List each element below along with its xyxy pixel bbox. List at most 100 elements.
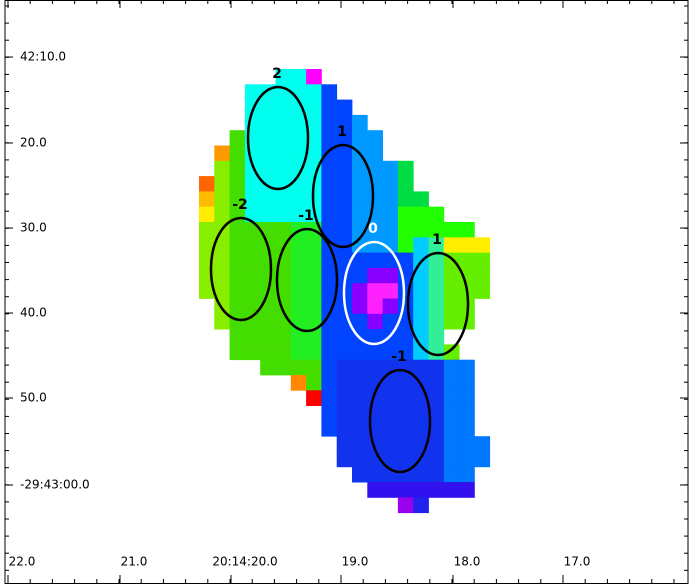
pixel [336,222,353,238]
pixel [306,84,322,100]
pixel [290,252,307,269]
x-tick-label: 19.0 [342,555,369,569]
region-ellipse [406,251,470,357]
pixel [229,283,246,299]
pixel [336,114,353,131]
pixel [428,405,445,422]
pixel [244,298,261,315]
pixel [352,405,368,422]
pixel [229,160,246,177]
pixel [336,359,353,376]
pixel [290,313,307,330]
pixel [397,497,414,514]
pixel [352,466,368,483]
pixel [290,176,307,192]
pixel [321,283,338,299]
pixel [321,267,338,284]
pixel [367,191,383,208]
pixel [382,482,399,498]
pixel [428,482,445,498]
pixel [443,466,460,483]
pixel [260,206,276,223]
pixel [199,283,215,299]
pixel [382,298,399,315]
pixel [428,283,445,299]
pixel [397,420,414,437]
y-tick-label: 20.0 [20,136,47,150]
pixel [459,267,475,284]
pixel [352,436,368,452]
region-label: 1 [337,124,347,140]
pixel [336,237,353,253]
pixel [352,252,368,269]
pixel [397,252,414,269]
pixel [367,160,383,177]
pixel [321,130,338,146]
pixel [336,99,353,116]
pixel [244,283,261,299]
region-label: 0 [368,221,378,237]
y-tick-label: 40.0 [20,306,47,320]
pixel [306,359,322,376]
pixel [428,237,445,253]
pixel [275,114,292,131]
pixel [260,313,276,330]
pixel [306,298,322,315]
pixel [382,451,399,468]
overlay: 2 1 -2 -1 0 1 -1 [209,66,470,474]
pixel [229,191,246,208]
pixel [443,436,460,452]
pixel [229,344,246,361]
pixel [336,130,353,146]
pixel [352,390,368,406]
pixel [459,436,475,452]
pixel [321,99,338,116]
pixel [367,222,383,238]
pixel [260,329,276,345]
pixel [244,267,261,284]
pixel [397,237,414,253]
pixel [214,176,230,192]
pixel [229,267,246,284]
x-tick-label: 22.0 [9,555,36,569]
pixel [306,69,322,85]
pixel [214,145,230,162]
pixel [443,390,460,406]
pixel [321,313,338,330]
pixel [397,206,414,223]
pixel [352,176,368,192]
pixel [275,99,292,116]
pixel [352,313,368,330]
pixel [214,237,230,253]
pixel [397,160,414,177]
pixel [397,451,414,468]
pixel [382,405,399,422]
pixel [459,390,475,406]
pixel [367,252,383,269]
pixel [474,283,491,299]
pixel-map [199,69,491,514]
pixel [413,497,429,514]
pixel [459,375,475,391]
pixel [336,176,353,192]
pixel [459,451,475,468]
pixel [443,237,460,253]
pixel [199,237,215,253]
pixel [367,130,383,146]
pixel [229,298,246,315]
pixel [397,176,414,192]
pixel [336,206,353,223]
pixel [199,191,215,208]
pixel [382,420,399,437]
pixel [397,390,414,406]
pixel [443,298,460,315]
pixel [244,344,261,361]
pixel [367,359,383,376]
pixel [260,267,276,284]
pixel [336,436,353,452]
pixel [443,222,460,238]
pixel [382,267,399,284]
pixel [229,145,246,162]
pixel [428,252,445,269]
